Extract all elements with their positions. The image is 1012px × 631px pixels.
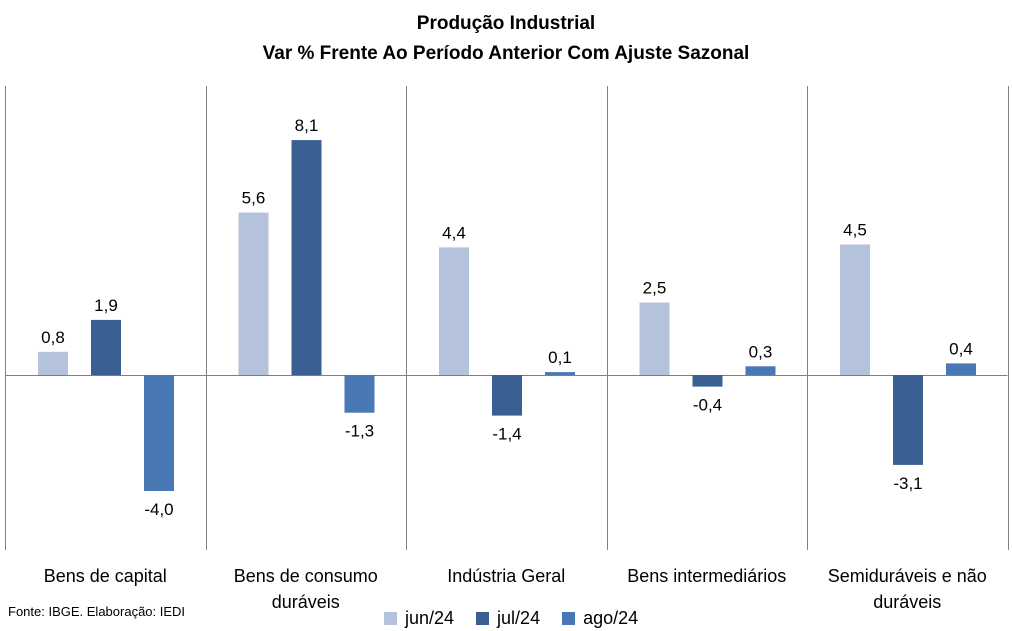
data-label: 4,4: [442, 223, 466, 242]
bar: [639, 302, 670, 375]
legend-label-jul: jul/24: [497, 608, 541, 628]
bar: [38, 351, 68, 375]
data-label: -1,3: [345, 422, 374, 441]
data-label: 5,6: [242, 189, 266, 208]
data-label: 0,4: [949, 339, 973, 358]
legend-item-jul: jul/24: [476, 608, 540, 629]
data-label: 4,5: [843, 221, 867, 240]
bar: [344, 375, 375, 413]
bar: [144, 375, 174, 491]
bar: [946, 363, 976, 375]
data-label: 1,9: [94, 296, 118, 315]
category-label: Indústria Geral: [447, 566, 565, 586]
bar: [545, 372, 575, 375]
chart-subtitle: Var % Frente Ao Período Anterior Com Aju…: [262, 43, 750, 64]
data-label: -3,1: [893, 474, 922, 493]
chart-title: Produção Industrial: [416, 13, 596, 34]
bar: [238, 212, 269, 375]
legend-swatch-ago: [562, 612, 576, 625]
data-label: -1,4: [492, 425, 521, 444]
category-label: Bens intermediários: [627, 566, 786, 586]
legend-label-jun: jun/24: [405, 608, 455, 628]
bar: [439, 247, 469, 375]
bar: [692, 375, 723, 387]
data-label: 0,3: [749, 342, 773, 361]
bar: [91, 319, 121, 375]
data-label: 2,5: [643, 279, 667, 298]
data-label: -4,0: [144, 500, 173, 519]
data-label: 0,1: [548, 348, 572, 367]
legend-item-jun: jun/24: [384, 608, 454, 629]
category-label: Bens de consumo: [234, 566, 378, 586]
legend: jun/24 jul/24 ago/24: [384, 608, 638, 629]
bar: [893, 375, 923, 465]
source-note: Fonte: IBGE. Elaboração: IEDI: [8, 604, 186, 619]
data-label: 0,8: [41, 328, 65, 347]
category-label: duráveis: [272, 592, 340, 612]
legend-swatch-jun: [384, 612, 397, 625]
bar: [492, 375, 522, 416]
category-label: duráveis: [873, 592, 941, 612]
data-label: 8,1: [295, 116, 319, 135]
legend-item-ago: ago/24: [562, 608, 638, 629]
bar: [291, 140, 322, 375]
category-label: Bens de capital: [44, 566, 167, 586]
legend-label-ago: ago/24: [583, 608, 639, 628]
legend-swatch-jul: [476, 612, 490, 625]
bar: [745, 366, 776, 375]
category-label: Semiduráveis e não: [828, 566, 987, 586]
data-label: -0,4: [693, 396, 722, 415]
bar: [840, 244, 870, 375]
